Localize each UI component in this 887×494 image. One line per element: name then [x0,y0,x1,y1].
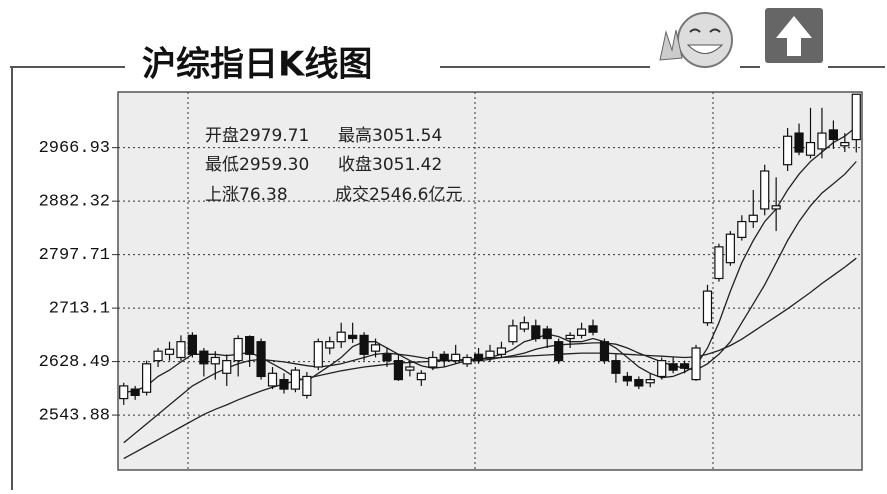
candle-body [611,360,621,374]
candle-body [256,341,266,378]
y-tick-label: 2966.93 [39,139,110,158]
candle-body [210,356,220,365]
candle-body [645,379,655,384]
candle-body [245,336,255,355]
candle-body [451,353,461,362]
candle-body [805,141,816,156]
candle-body [428,356,438,368]
candle-body [657,360,667,378]
up-arrow-icon [765,8,823,63]
candle-body [462,356,472,365]
y-tick-label: 2882.32 [39,193,110,212]
candle-body [348,334,358,340]
candle-body [496,347,507,355]
annotation: 收盘3051.42 [338,155,442,175]
candle-body [565,334,575,340]
candle-body [130,388,140,397]
candle-body [668,363,678,371]
candle-body [588,325,598,333]
candle-body [725,233,735,264]
candle-body [599,341,610,362]
candle-body [382,353,392,362]
candle-body [817,132,827,150]
y-tick-label: 2713.1 [49,300,110,319]
chart-title: 沪综指日K线图 [142,45,372,85]
candle-body [679,363,690,369]
candle-body [439,353,449,362]
emoji-icon [659,12,733,68]
candle-body [142,363,152,393]
candle-body [416,372,426,381]
candle-body [771,205,781,210]
candle-body [531,325,541,340]
candle-body [359,334,369,355]
candle-body [199,350,209,365]
y-tick-label: 2628.49 [39,353,110,372]
candle-body [794,132,804,153]
candle-body [405,366,415,371]
plot-area [117,91,863,471]
annotation: 开盘2979.71 [205,126,309,146]
candle-body [473,353,484,362]
candle-body [714,246,724,280]
candle-body [325,341,335,349]
candle-body [748,214,758,223]
candle-body [313,341,323,368]
candle-body [393,360,404,381]
info-box: 开盘2979.71 最高3051.54 最低2959.30 收盘3051.42 … [205,126,462,205]
candle-body [634,379,644,387]
candle-body [153,350,163,362]
candle-body [222,360,232,374]
candle-body [760,170,770,210]
candle-body [840,141,850,147]
candle-body [187,334,197,355]
candle-body [267,372,278,387]
annotation: 成交2546.6亿元 [335,185,462,205]
candle-body [519,322,529,330]
candle-body [279,379,289,390]
candle-body [119,385,129,400]
candle-body [485,350,495,359]
candle-body [176,341,186,359]
candle-body [508,325,518,343]
annotation: 最低2959.30 [205,155,309,175]
candle-body [290,369,301,390]
candle-body [302,375,312,397]
candle-body [164,348,175,355]
annotation: 上涨76.38 [205,185,288,205]
candle-body [233,337,243,362]
candle-body [691,347,701,381]
candle-body [622,375,632,382]
candle-body [576,328,587,336]
candle-body [554,341,564,362]
annotation: 最高3051.54 [338,126,442,146]
candle-body [542,328,552,340]
candle-body [370,344,381,352]
candle-body [851,93,861,141]
candle-body [782,135,793,166]
candle-body [336,331,346,343]
y-tick-label: 2543.88 [39,407,110,426]
candle-body [737,220,747,238]
candle-body [828,129,838,141]
y-tick-label: 2797.71 [39,246,110,265]
candle-body [702,290,713,324]
